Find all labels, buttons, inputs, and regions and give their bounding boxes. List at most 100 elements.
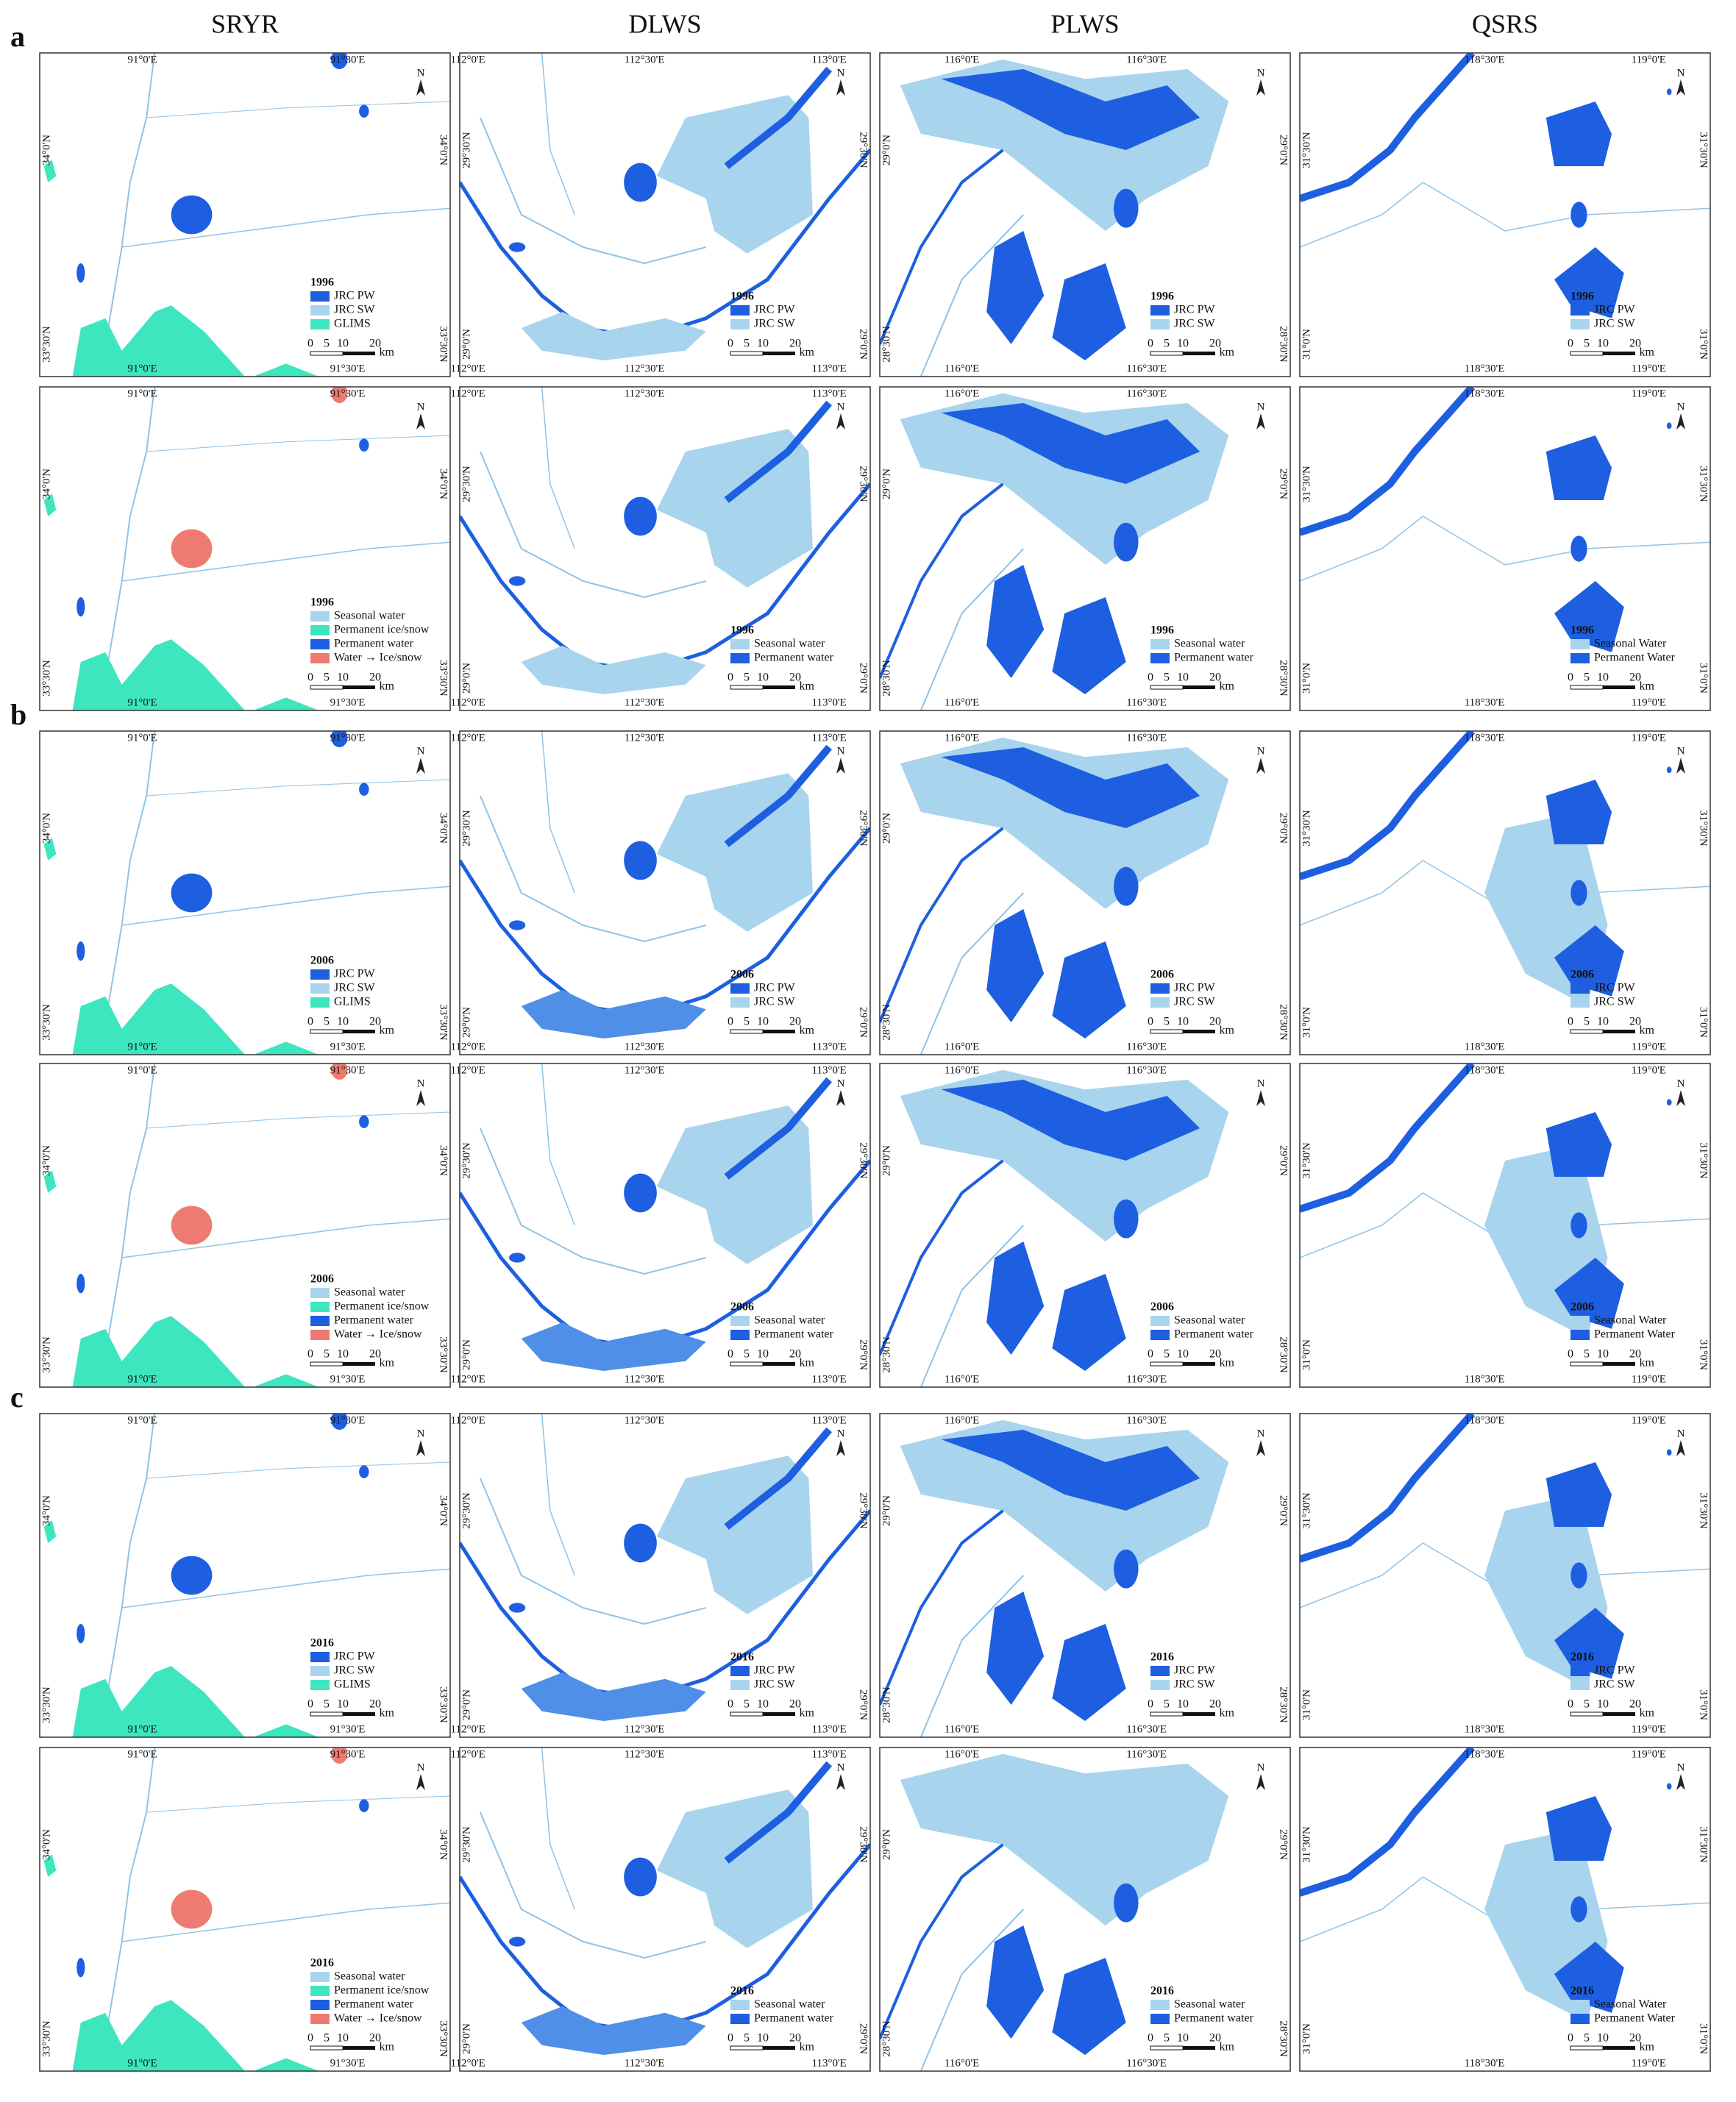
legend-label: JRC PW <box>1174 982 1215 994</box>
legend-year: 2016 <box>310 1957 334 1970</box>
lake <box>1666 1099 1672 1106</box>
lake <box>1666 1783 1672 1790</box>
lake <box>624 1857 657 1897</box>
map-bg <box>40 731 450 1055</box>
north-arrow <box>1676 758 1685 774</box>
legend-swatch <box>310 997 330 1008</box>
north-arrow <box>836 1440 845 1456</box>
map-content <box>880 1414 1290 1737</box>
legend-label: GLIMS <box>334 1678 371 1691</box>
scale-bar <box>1570 1361 1604 1367</box>
river <box>724 1077 833 1180</box>
legend-swatch <box>310 2014 330 2024</box>
north-label: N <box>417 745 425 757</box>
scale-label: 5 <box>324 1016 330 1028</box>
lon-label: 113°0'E <box>812 54 847 65</box>
scale-bar <box>730 2045 764 2051</box>
lake <box>171 529 213 569</box>
map-panel: 118°30'E 118°30'E 119°0'E 119°0'E 31°30'N 31°… <box>1299 730 1711 1055</box>
legend-swatch <box>1150 2000 1170 2010</box>
scale-label: 5 <box>744 338 750 350</box>
river <box>1300 1414 1476 1563</box>
scale-label: 0 <box>307 1016 313 1028</box>
column-title: DLWS <box>628 9 701 38</box>
river <box>1300 1064 1476 1213</box>
lon-label: 91°30'E <box>330 1414 366 1426</box>
map-content <box>1300 1414 1710 1737</box>
north-arrow <box>1256 758 1265 774</box>
map-frame <box>879 386 1291 711</box>
group-label: a <box>10 20 25 53</box>
lat-label: 34°0'N <box>40 1829 52 1860</box>
river <box>541 387 575 549</box>
map-feature <box>656 95 813 254</box>
river <box>1300 731 1476 880</box>
map-frame <box>459 730 871 1055</box>
north-label: N <box>837 67 845 79</box>
map-feature <box>1052 1624 1126 1721</box>
scale-label: 10 <box>757 338 769 350</box>
map-frame <box>39 1747 451 2072</box>
scale-bar <box>763 685 795 689</box>
scale-label: 20 <box>1629 2032 1641 2045</box>
map-content <box>880 53 1290 377</box>
north-arrow <box>1676 413 1685 430</box>
map-frame <box>1299 1063 1711 1388</box>
legend-swatch <box>1150 1666 1170 1676</box>
lake <box>77 1274 85 1294</box>
scale-label: 20 <box>1209 1016 1221 1028</box>
lat-label: 29°0'N <box>881 135 892 165</box>
lon-label: 112°30'E <box>625 2057 665 2069</box>
map-panel: 112°0'E 112°0'E 112°30'E 112°30'E 113°0'E 113… <box>451 730 871 1055</box>
scale-bar <box>1603 1712 1635 1716</box>
scale-label: 5 <box>324 2032 330 2045</box>
river <box>146 1795 450 1813</box>
scale-label: 0 <box>1568 1698 1573 1711</box>
lat-label: 29°30'N <box>858 1492 869 1529</box>
lake <box>1570 202 1587 228</box>
lake <box>77 263 85 283</box>
lat-label: 29°0'N <box>460 1007 472 1038</box>
scale-unit: km <box>1220 346 1235 359</box>
lat-label: 29°0'N <box>460 1339 472 1370</box>
lon-label: 91°30'E <box>330 2057 366 2069</box>
map-feature <box>1554 581 1624 652</box>
lat-label: 34°0'N <box>40 1495 52 1526</box>
lat-label: 29°0'N <box>858 1007 869 1038</box>
lon-label: 91°0'E <box>127 1414 157 1426</box>
north-label: N <box>417 67 425 79</box>
lake <box>171 195 213 235</box>
legend-label: JRC PW <box>334 290 375 302</box>
scale-label: 0 <box>1568 1348 1573 1361</box>
map-frame <box>39 386 451 711</box>
river <box>919 892 1025 1055</box>
scale-label: 5 <box>1164 2032 1170 2045</box>
north-arrow <box>1256 1774 1265 1790</box>
north-arrow <box>1676 1774 1685 1790</box>
lon-label: 116°0'E <box>945 54 979 65</box>
river <box>919 1909 1025 2071</box>
legend-swatch <box>1150 639 1170 649</box>
river <box>104 1414 156 1706</box>
lat-label: 31°0'N <box>1301 1339 1312 1370</box>
scale-label: 0 <box>1568 1016 1573 1028</box>
lat-label: 28°30'N <box>1278 1336 1289 1373</box>
lon-label: 112°30'E <box>625 363 665 374</box>
map-feature <box>1545 1462 1612 1527</box>
lon-label: 91°0'E <box>127 363 157 374</box>
scale-bar <box>310 685 344 690</box>
lon-label: 91°30'E <box>330 1064 366 1076</box>
north-arrow <box>1676 1440 1685 1456</box>
river <box>479 117 707 264</box>
north-label: N <box>837 745 845 757</box>
legend-label: Permanent ice/snow <box>334 1300 430 1313</box>
lat-label: 28°30'N <box>1278 1686 1289 1723</box>
lon-label: 118°30'E <box>1465 54 1505 65</box>
map-feature <box>986 1592 1045 1705</box>
lat-label: 33°30'N <box>438 1004 449 1041</box>
map-panel: 112°0'E 112°0'E 112°30'E 112°30'E 113°0'E 113… <box>451 52 871 377</box>
north-arrow <box>416 1774 425 1790</box>
river <box>121 207 450 248</box>
lat-label: 31°0'N <box>1301 1689 1312 1720</box>
lat-label: 33°30'N <box>40 2020 52 2057</box>
